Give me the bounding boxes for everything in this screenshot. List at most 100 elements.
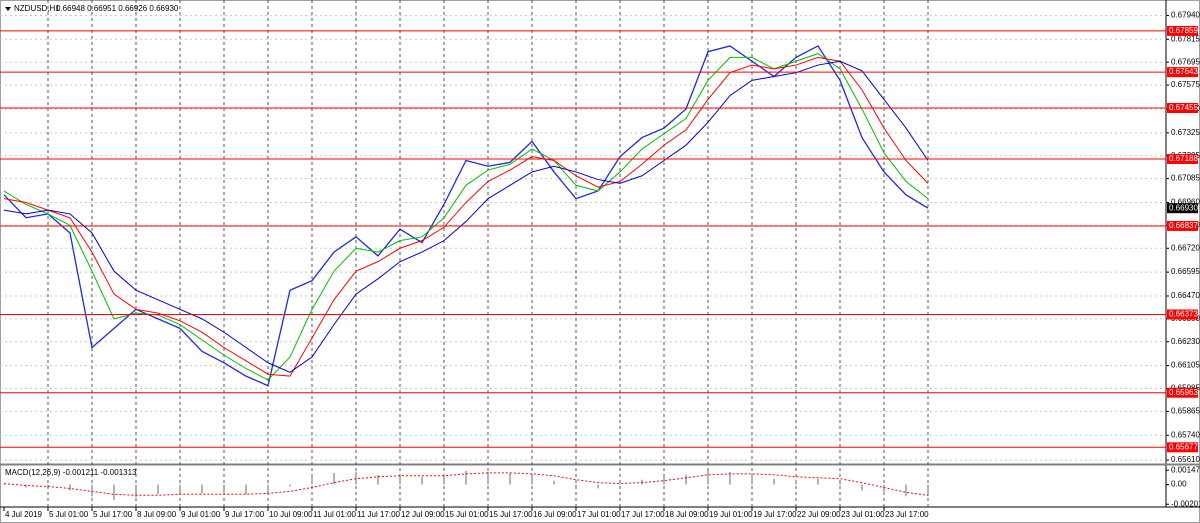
x-tick-label: 17 Jul 17:00 bbox=[621, 510, 665, 519]
level-label: 0.67643 bbox=[1169, 67, 1198, 76]
symbol-title: NZDUSD,H1 bbox=[14, 4, 60, 13]
macd-bar bbox=[421, 476, 423, 485]
level-tag bbox=[1167, 387, 1198, 398]
level-label: 0.65963 bbox=[1169, 388, 1198, 397]
y-tick-label: 0.67575 bbox=[1171, 80, 1200, 89]
macd-bar bbox=[817, 478, 819, 485]
level-tag bbox=[1167, 25, 1198, 36]
y-tick-label: 0.65865 bbox=[1171, 407, 1200, 416]
level-tag bbox=[1167, 442, 1198, 453]
price-line bbox=[3, 56, 929, 377]
y-tick-label: 0.66470 bbox=[1171, 291, 1200, 300]
level-tag bbox=[1167, 153, 1198, 164]
y-tick-label: 0.001474 bbox=[1171, 465, 1200, 474]
y-tick-label: 0.66230 bbox=[1171, 337, 1200, 346]
x-tick-label: 15 Jul 01:00 bbox=[445, 510, 489, 519]
macd-bar bbox=[69, 484, 71, 491]
macd-bar bbox=[135, 484, 137, 498]
macd-bar bbox=[531, 474, 533, 485]
level-tag bbox=[1167, 67, 1198, 78]
macd-bar bbox=[597, 484, 599, 489]
y-tick-label: 0.66595 bbox=[1171, 267, 1200, 276]
macd-bar bbox=[311, 476, 313, 485]
x-tick-label: 12 Jul 09:00 bbox=[401, 510, 445, 519]
y-tick-label: 0.65610 bbox=[1171, 455, 1200, 464]
macd-bar bbox=[663, 476, 665, 485]
y-tick-label: 0.67815 bbox=[1171, 34, 1200, 43]
y-tick-label: 0.00 bbox=[1171, 480, 1187, 489]
x-tick-label: 22 Jul 09:00 bbox=[797, 510, 841, 519]
macd-bar bbox=[685, 474, 687, 485]
macd-bar bbox=[399, 474, 401, 485]
level-label: 0.66837 bbox=[1169, 221, 1198, 230]
x-tick-label: 9 Jul 17:00 bbox=[225, 510, 265, 519]
macd-bar bbox=[575, 484, 577, 487]
x-tick-label: 15 Jul 17:00 bbox=[489, 510, 533, 519]
macd-bar bbox=[113, 484, 115, 501]
price-line bbox=[3, 60, 929, 373]
macd-bar bbox=[883, 484, 885, 495]
collapse-icon[interactable] bbox=[5, 7, 11, 11]
macd-bar bbox=[245, 484, 247, 495]
macd-bar bbox=[289, 484, 291, 487]
x-tick-label: 4 Jul 2019 bbox=[5, 510, 42, 519]
macd-bar bbox=[927, 484, 929, 497]
macd-bar bbox=[553, 480, 555, 485]
macd-bar bbox=[839, 482, 841, 485]
macd-bar bbox=[3, 484, 5, 486]
macd-bar bbox=[91, 484, 93, 497]
x-tick-label: 23 Jul 01:00 bbox=[841, 510, 885, 519]
macd-bar bbox=[619, 484, 621, 486]
y-tick-label: 0.67940 bbox=[1171, 11, 1200, 20]
macd-bar bbox=[707, 470, 709, 485]
macd-bar bbox=[861, 484, 863, 491]
macd-bar bbox=[795, 479, 797, 485]
x-tick-label: 5 Jul 17:00 bbox=[93, 510, 133, 519]
macd-bar bbox=[333, 472, 335, 485]
macd-title: MACD(12,26,9) -0.001211 -0.001313 bbox=[5, 468, 137, 477]
macd-bar bbox=[267, 484, 269, 494]
signal-line bbox=[3, 472, 929, 496]
level-tag bbox=[1167, 309, 1198, 320]
y-tick-label: 0.67085 bbox=[1171, 174, 1200, 183]
y-tick-label: -0.002018 bbox=[1171, 499, 1200, 508]
x-tick-label: 23 Jul 17:00 bbox=[885, 510, 929, 519]
macd-bar bbox=[157, 484, 159, 495]
macd-bar bbox=[773, 478, 775, 485]
macd-bar bbox=[443, 474, 445, 485]
x-tick-label: 18 Jul 09:00 bbox=[665, 510, 709, 519]
macd-bar bbox=[25, 484, 27, 488]
y-tick-label: 0.66105 bbox=[1171, 361, 1200, 370]
x-tick-label: 11 Jul 17:00 bbox=[357, 510, 401, 519]
y-tick-label: 0.66960 bbox=[1171, 198, 1200, 207]
x-tick-label: 5 Jul 01:00 bbox=[49, 510, 89, 519]
ohlc-values: 0.66948 0.66951 0.66926 0.66930 bbox=[56, 4, 179, 13]
y-tick-label: 0.67325 bbox=[1171, 128, 1200, 137]
x-tick-label: 9 Jul 01:00 bbox=[181, 510, 221, 519]
level-label: 0.67455 bbox=[1169, 103, 1198, 112]
x-tick-label: 11 Jul 01:00 bbox=[313, 510, 357, 519]
x-tick-label: 8 Jul 09:00 bbox=[137, 510, 177, 519]
macd-bar bbox=[729, 471, 731, 485]
last-price-tag bbox=[1167, 203, 1198, 214]
macd-bar bbox=[179, 484, 181, 493]
macd-bar bbox=[509, 472, 511, 485]
x-tick-label: 17 Jul 01:00 bbox=[577, 510, 621, 519]
y-tick-label: 0.66720 bbox=[1171, 243, 1200, 252]
y-tick-label: 0.67695 bbox=[1171, 57, 1200, 66]
level-tag bbox=[1167, 103, 1198, 114]
level-label: 0.67859 bbox=[1169, 26, 1198, 35]
macd-bar bbox=[377, 474, 379, 485]
x-tick-label: 19 Jul 01:00 bbox=[709, 510, 753, 519]
macd-bar bbox=[905, 484, 907, 497]
level-label: 0.66373 bbox=[1169, 310, 1198, 319]
macd-bar bbox=[751, 474, 753, 485]
x-tick-label: 16 Jul 09:00 bbox=[533, 510, 577, 519]
macd-bar bbox=[465, 470, 467, 485]
macd-bar bbox=[223, 484, 225, 495]
x-tick-label: 19 Jul 17:00 bbox=[753, 510, 797, 519]
y-tick-label: 0.65740 bbox=[1171, 430, 1200, 439]
macd-bar bbox=[201, 484, 203, 494]
macd-bar bbox=[487, 471, 489, 485]
